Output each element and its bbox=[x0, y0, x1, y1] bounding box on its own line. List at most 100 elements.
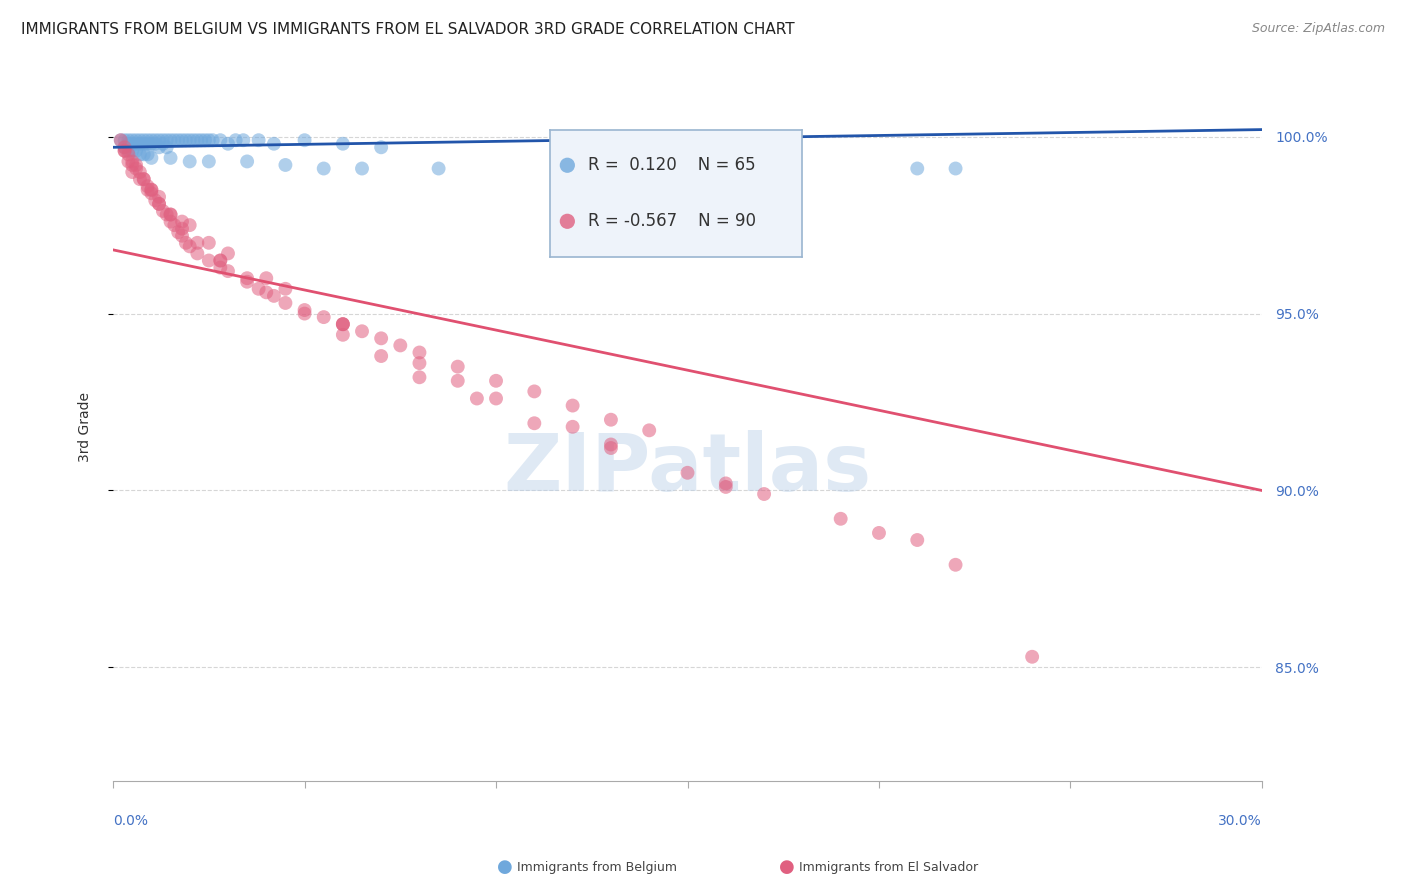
Point bbox=[143, 194, 166, 208]
Text: 0.0%: 0.0% bbox=[112, 814, 148, 828]
Point bbox=[132, 172, 155, 186]
Point bbox=[125, 144, 148, 158]
Point bbox=[121, 158, 143, 172]
Point bbox=[905, 161, 928, 176]
Text: 30.0%: 30.0% bbox=[1218, 814, 1263, 828]
Point bbox=[141, 151, 163, 165]
Point bbox=[1021, 649, 1043, 664]
Point bbox=[163, 133, 186, 147]
Point bbox=[370, 349, 392, 363]
Point bbox=[186, 235, 208, 250]
Point bbox=[148, 140, 170, 154]
Point bbox=[332, 317, 354, 331]
Point bbox=[370, 331, 392, 345]
Point bbox=[485, 374, 508, 388]
Point bbox=[465, 392, 488, 406]
Point bbox=[117, 133, 139, 147]
Point bbox=[121, 133, 143, 147]
Point bbox=[152, 204, 174, 219]
Point bbox=[117, 136, 139, 151]
Text: ZIPatlas: ZIPatlas bbox=[503, 430, 872, 508]
Text: ●: ● bbox=[779, 858, 794, 876]
Point bbox=[117, 154, 139, 169]
Point bbox=[159, 151, 181, 165]
Point bbox=[159, 214, 181, 228]
Point bbox=[125, 161, 148, 176]
Point bbox=[179, 218, 201, 232]
Point bbox=[174, 133, 197, 147]
Point bbox=[254, 271, 277, 285]
Point bbox=[714, 480, 737, 494]
Point bbox=[198, 154, 221, 169]
Point bbox=[217, 246, 239, 260]
Point bbox=[186, 133, 208, 147]
Point bbox=[148, 197, 170, 211]
Point bbox=[167, 225, 190, 239]
Point bbox=[350, 324, 373, 338]
Point bbox=[114, 140, 136, 154]
Point bbox=[217, 264, 239, 278]
Point bbox=[114, 144, 136, 158]
Point bbox=[179, 154, 201, 169]
Point bbox=[217, 136, 239, 151]
Point bbox=[183, 133, 205, 147]
Point bbox=[156, 207, 179, 221]
Point bbox=[129, 172, 152, 186]
Point bbox=[174, 235, 197, 250]
Point bbox=[198, 253, 221, 268]
Point bbox=[121, 136, 143, 151]
Point bbox=[117, 144, 139, 158]
Point bbox=[129, 136, 152, 151]
Point bbox=[132, 172, 155, 186]
Point bbox=[141, 183, 163, 197]
Point bbox=[600, 437, 623, 451]
Point bbox=[136, 179, 159, 194]
Point bbox=[198, 235, 221, 250]
Point bbox=[236, 154, 259, 169]
Point bbox=[143, 136, 166, 151]
Point bbox=[186, 246, 208, 260]
Point bbox=[905, 533, 928, 547]
Point bbox=[110, 133, 132, 147]
Point bbox=[561, 399, 583, 413]
Point bbox=[370, 140, 392, 154]
Point bbox=[198, 133, 221, 147]
Point bbox=[194, 133, 217, 147]
Point bbox=[148, 190, 170, 204]
Point bbox=[121, 144, 143, 158]
Point bbox=[117, 147, 139, 161]
Point bbox=[132, 136, 155, 151]
Point bbox=[254, 285, 277, 300]
Point bbox=[294, 307, 316, 321]
Point bbox=[163, 218, 186, 232]
Point bbox=[236, 275, 259, 289]
Point bbox=[136, 183, 159, 197]
Point bbox=[350, 161, 373, 176]
Point bbox=[141, 136, 163, 151]
Point bbox=[225, 133, 247, 147]
Point bbox=[121, 165, 143, 179]
Point bbox=[132, 133, 155, 147]
Point bbox=[561, 161, 583, 176]
Point bbox=[141, 133, 163, 147]
Point bbox=[312, 310, 335, 325]
Text: Immigrants from Belgium: Immigrants from Belgium bbox=[517, 861, 678, 873]
Point bbox=[159, 207, 181, 221]
Point bbox=[159, 207, 181, 221]
Point bbox=[485, 392, 508, 406]
Point bbox=[263, 289, 285, 303]
Point bbox=[110, 133, 132, 147]
Y-axis label: 3rd Grade: 3rd Grade bbox=[79, 392, 93, 462]
Point bbox=[148, 197, 170, 211]
Point bbox=[236, 271, 259, 285]
Point bbox=[274, 282, 297, 296]
Point bbox=[638, 423, 661, 437]
Point bbox=[190, 133, 212, 147]
Point bbox=[447, 359, 470, 374]
Point bbox=[232, 133, 254, 147]
Point bbox=[332, 136, 354, 151]
Point bbox=[209, 253, 232, 268]
Point bbox=[170, 133, 193, 147]
Point bbox=[136, 136, 159, 151]
Point bbox=[600, 413, 623, 427]
